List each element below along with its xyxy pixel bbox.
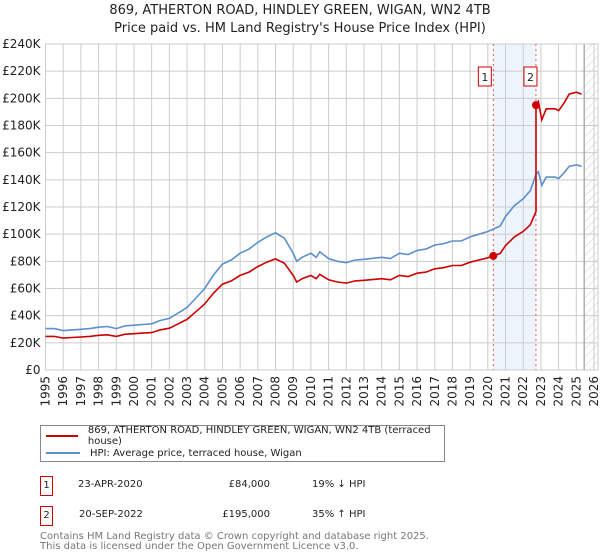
sale-date: 23-APR-2020 (78, 479, 143, 490)
x-tick-label: 2010 (304, 376, 318, 407)
footer-licence: This data is licensed under the Open Gov… (40, 541, 359, 552)
x-tick-label: 2009 (286, 376, 300, 407)
x-tick-label: 2025 (569, 376, 583, 407)
x-tick-label: 2014 (375, 376, 389, 407)
sale-label: 1 (481, 71, 488, 84)
x-tick-label: 2018 (445, 376, 459, 407)
legend-item-hpi: HPI: Average price, terraced house, Wiga… (41, 445, 302, 461)
x-tick-label: 2024 (552, 376, 566, 407)
legend: 869, ATHERTON ROAD, HINDLEY GREEN, WIGAN… (40, 425, 445, 462)
x-tick-label: 2006 (233, 376, 247, 407)
y-tick-label: £120K (2, 200, 42, 214)
sale-label-box (523, 66, 538, 87)
sale-point (531, 101, 540, 110)
hpi-line (45, 164, 582, 332)
x-tick-label: 2005 (215, 376, 229, 407)
price-chart: 1995 1996 1997 1998 1999 2000 2001 2002 2003 2004… (2, 37, 600, 407)
x-tick-label: 2021 (499, 376, 513, 407)
sale-badge: 2 (40, 506, 53, 526)
sale-price: £84,000 (228, 479, 270, 490)
x-tick-label: 2004 (198, 376, 212, 407)
plot-border (45, 43, 599, 371)
y-tick-label: £240K (2, 37, 42, 51)
y-tick-label: £220K (2, 64, 42, 78)
sale-hpi-diff: 35% ↑ HPI (312, 509, 366, 520)
y-tick-label: £20K (10, 336, 42, 350)
legend-swatch-property (46, 435, 78, 437)
x-tick-label: 2007 (251, 376, 265, 407)
y-tick-label: £60K (10, 282, 42, 296)
x-tick-label: 2008 (269, 376, 283, 407)
x-tick-label: 2002 (162, 376, 176, 407)
sale-label-box (477, 66, 492, 87)
y-tick-label: £160K (2, 146, 42, 160)
property-price-line (45, 91, 582, 339)
x-tick-label: 2013 (357, 376, 371, 407)
x-tick-label: 2016 (410, 376, 424, 407)
y-tick-label: £100K (2, 227, 42, 241)
x-tick-label: 2011 (322, 376, 336, 407)
legend-label-property: 869, ATHERTON ROAD, HINDLEY GREEN, WIGAN… (87, 425, 431, 447)
chart-subtitle: Price paid vs. HM Land Registry's House … (114, 21, 486, 36)
sale-point (489, 251, 498, 260)
sale-date: 20-SEP-2022 (79, 509, 143, 520)
footer-copyright: Contains HM Land Registry data © Crown c… (40, 531, 429, 542)
legend-label-hpi: HPI: Average price, terraced house, Wiga… (90, 447, 302, 459)
y-tick-label: £180K (2, 119, 42, 133)
y-tick-label: £40K (10, 309, 42, 323)
x-tick-label: 2003 (180, 376, 194, 407)
x-tick-label: 2012 (339, 376, 353, 407)
x-tick-label: 1996 (56, 376, 70, 407)
x-tick-label: 2001 (145, 376, 159, 407)
sale-label: 2 (527, 71, 534, 84)
x-tick-label: 1995 (39, 376, 53, 407)
legend-swatch-hpi (46, 452, 80, 454)
x-tick-label: 2015 (392, 376, 406, 407)
legend-item-property: 869, ATHERTON ROAD, HINDLEY GREEN, WIGAN… (41, 425, 444, 447)
x-tick-label: 2026 (587, 376, 600, 407)
y-tick-label: £200K (2, 91, 42, 105)
sale-badge: 1 (40, 476, 53, 496)
x-tick-label: 2020 (481, 376, 495, 407)
y-tick-label: £80K (10, 254, 42, 268)
x-tick-label: 1998 (92, 376, 106, 407)
x-tick-label: 2023 (534, 376, 548, 407)
x-tick-label: 2000 (127, 376, 141, 407)
y-tick-label: £140K (2, 173, 42, 187)
x-tick-label: 2022 (516, 376, 530, 407)
y-tick-label: £0 (25, 363, 40, 377)
sale-hpi-diff: 19% ↓ HPI (312, 479, 366, 490)
sale-price: £195,000 (222, 509, 270, 520)
x-tick-label: 1999 (109, 376, 123, 407)
x-tick-label: 1997 (74, 376, 88, 407)
x-tick-label: 2017 (428, 376, 442, 407)
x-tick-label: 2019 (463, 376, 477, 407)
chart-title: 869, ATHERTON ROAD, HINDLEY GREEN, WIGAN… (109, 3, 491, 18)
